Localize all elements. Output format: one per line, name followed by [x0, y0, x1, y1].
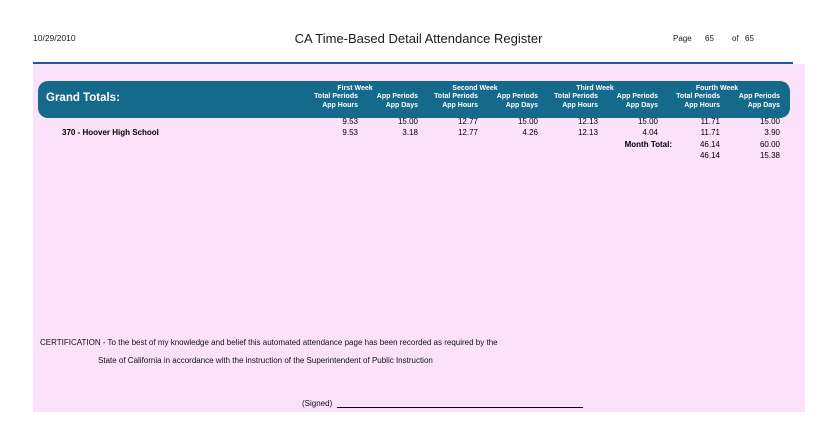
col-header-line2: App Days: [385, 101, 418, 109]
value-cell: 11.71: [700, 128, 720, 137]
week-name: Fourth Week: [695, 85, 739, 92]
month-total-value: 46.14: [699, 151, 720, 160]
signed-label: (Signed): [302, 399, 333, 408]
value-cell: 12.13: [577, 128, 598, 137]
col-header-app-periods: App Periods App Days: [358, 93, 418, 110]
col-header-line1: App Periods: [496, 93, 538, 100]
report-body-panel: [33, 64, 805, 412]
col-header-line1: Total Periods: [314, 93, 358, 100]
value-cell: 9.53: [342, 117, 358, 126]
value-cell: 12.13: [577, 117, 598, 126]
value-cell: 15.00: [397, 117, 418, 126]
col-header-line2: App Hours: [442, 101, 478, 109]
week-name: Second Week: [452, 85, 498, 92]
week-columns: Total Periods App Hours App Periods App Da…: [292, 93, 418, 110]
month-total-value: 60.00: [759, 140, 780, 149]
value-cell: 15.00: [517, 117, 538, 126]
week-group-fourth: Fourth Week Total Periods App Hours App P…: [654, 84, 780, 110]
week-name: First Week: [337, 85, 373, 92]
value-cell: 3.90: [764, 128, 780, 137]
col-header-app-periods: App Periods App Days: [598, 93, 658, 110]
col-header-app-periods: App Periods App Days: [478, 93, 538, 110]
value-cell: 15.00: [637, 117, 658, 126]
col-header-line1: Total Periods: [554, 93, 598, 100]
month-total-value: 46.14: [699, 140, 720, 149]
value-cell: 11.71: [700, 117, 720, 126]
col-header-line2: App Days: [747, 101, 780, 109]
week-group-first: First Week Total Periods App Hours App Pe…: [292, 84, 418, 110]
value-cell: 12.77: [457, 128, 478, 137]
month-total-value: 15.38: [759, 151, 780, 160]
week-columns: Total Periods App Hours App Periods App Da…: [532, 93, 658, 110]
col-header-line1: App Periods: [616, 93, 658, 100]
page-title: CA Time-Based Detail Attendance Register: [294, 31, 543, 46]
col-header-app-periods: App Periods App Days: [720, 93, 780, 110]
col-header-line2: App Hours: [684, 101, 720, 109]
week-columns: Total Periods App Hours App Periods App Da…: [654, 93, 780, 110]
col-header-line1: Total Periods: [434, 93, 478, 100]
col-header-total-periods: Total Periods App Hours: [654, 93, 720, 110]
page-number: 65: [705, 34, 714, 43]
week-name: Third Week: [576, 85, 614, 92]
certification-line1: CERTIFICATION - To the best of my knowle…: [40, 338, 498, 347]
col-header-line2: App Hours: [562, 101, 598, 109]
page-total: 65: [745, 34, 754, 43]
value-cell: 15.00: [759, 117, 780, 126]
value-cell: 4.26: [522, 128, 538, 137]
page-of-label: of: [732, 34, 739, 43]
value-cell: 12.77: [457, 117, 478, 126]
grand-totals-header-band: Grand Totals:: [38, 81, 790, 118]
page-label: Page: [673, 34, 692, 43]
col-header-line1: Total Periods: [676, 93, 720, 100]
signature-line: [337, 392, 583, 408]
col-header-total-periods: Total Periods App Hours: [292, 93, 358, 110]
col-header-line1: App Periods: [376, 93, 418, 100]
month-total-label: Month Total:: [624, 140, 672, 149]
grand-totals-label: Grand Totals:: [46, 92, 120, 104]
col-header-line2: App Hours: [322, 101, 358, 109]
value-cell: 9.53: [342, 128, 358, 137]
col-header-total-periods: Total Periods App Hours: [532, 93, 598, 110]
col-header-line2: App Days: [625, 101, 658, 109]
col-header-total-periods: Total Periods App Hours: [412, 93, 478, 110]
value-cell: 4.04: [642, 128, 658, 137]
report-date: 10/29/2010: [33, 33, 76, 43]
header-rule: [33, 62, 793, 64]
certification-line2: State of California in accordance with t…: [98, 356, 433, 365]
col-header-line1: App Periods: [738, 93, 780, 100]
week-columns: Total Periods App Hours App Periods App Da…: [412, 93, 538, 110]
week-group-third: Third Week Total Periods App Hours App Pe…: [532, 84, 658, 110]
week-group-second: Second Week Total Periods App Hours App P…: [412, 84, 538, 110]
col-header-line2: App Days: [505, 101, 538, 109]
school-row-label: 370 - Hoover High School: [62, 128, 159, 137]
value-cell: 3.18: [402, 128, 418, 137]
